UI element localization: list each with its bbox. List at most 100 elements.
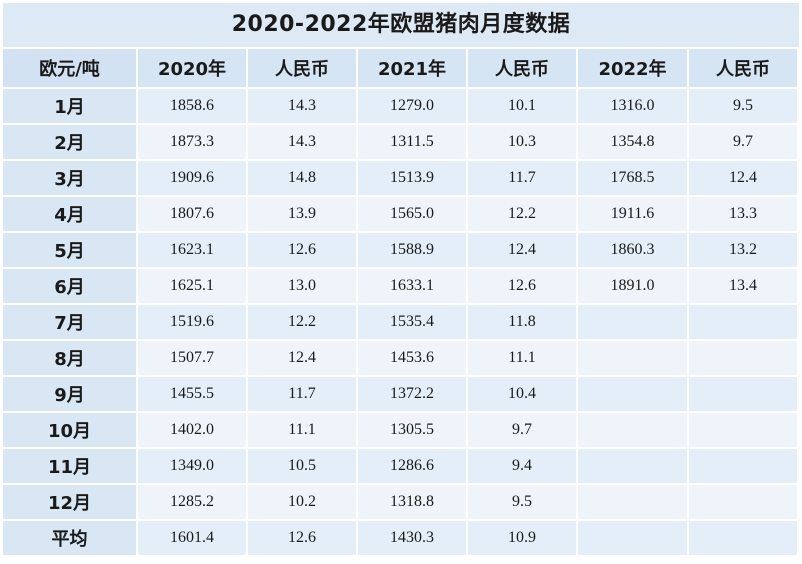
table-title: 2020-2022年欧盟猪肉月度数据 xyxy=(3,3,799,49)
value-2020: 1807.6 xyxy=(138,197,248,233)
value-2021: 1453.6 xyxy=(358,341,468,377)
rmb-2020: 13.9 xyxy=(248,197,358,233)
header-rmb-2022: 人民币 xyxy=(689,49,799,89)
value-2022 xyxy=(578,485,689,521)
rmb-2022 xyxy=(689,521,799,557)
table-row: 1月 1858.6 14.3 1279.0 10.1 1316.0 9.5 xyxy=(3,89,799,125)
rmb-2020: 10.5 xyxy=(248,449,358,485)
rmb-2022 xyxy=(689,305,799,341)
rmb-2022: 9.7 xyxy=(689,125,799,161)
rmb-2021: 9.4 xyxy=(468,449,578,485)
row-label: 6月 xyxy=(3,269,138,305)
table-row: 8月 1507.7 12.4 1453.6 11.1 xyxy=(3,341,799,377)
value-2020: 1402.0 xyxy=(138,413,248,449)
rmb-2022 xyxy=(689,485,799,521)
row-label: 2月 xyxy=(3,125,138,161)
table-row: 2月 1873.3 14.3 1311.5 10.3 1354.8 9.7 xyxy=(3,125,799,161)
value-2021: 1513.9 xyxy=(358,161,468,197)
row-label: 1月 xyxy=(3,89,138,125)
value-2020: 1909.6 xyxy=(138,161,248,197)
table-row: 6月 1625.1 13.0 1633.1 12.6 1891.0 13.4 xyxy=(3,269,799,305)
value-2020: 1625.1 xyxy=(138,269,248,305)
table-row: 12月 1285.2 10.2 1318.8 9.5 xyxy=(3,485,799,521)
value-2022 xyxy=(578,449,689,485)
rmb-2021: 9.7 xyxy=(468,413,578,449)
table-row: 9月 1455.5 11.7 1372.2 10.4 xyxy=(3,377,799,413)
monthly-data-table: 欧元/吨 2020年 人民币 2021年 人民币 2022年 人民币 1月 185… xyxy=(3,49,799,557)
row-label: 平均 xyxy=(3,521,138,557)
table-row: 10月 1402.0 11.1 1305.5 9.7 xyxy=(3,413,799,449)
rmb-2021: 9.5 xyxy=(468,485,578,521)
row-label: 5月 xyxy=(3,233,138,269)
rmb-2021: 12.4 xyxy=(468,233,578,269)
header-2021: 2021年 xyxy=(358,49,468,89)
value-2021: 1311.5 xyxy=(358,125,468,161)
value-2021: 1318.8 xyxy=(358,485,468,521)
value-2020: 1507.7 xyxy=(138,341,248,377)
header-row: 欧元/吨 2020年 人民币 2021年 人民币 2022年 人民币 xyxy=(3,49,799,89)
value-2021: 1535.4 xyxy=(358,305,468,341)
row-label: 7月 xyxy=(3,305,138,341)
header-2022: 2022年 xyxy=(578,49,689,89)
value-2020: 1873.3 xyxy=(138,125,248,161)
rmb-2022 xyxy=(689,377,799,413)
value-2020: 1858.6 xyxy=(138,89,248,125)
rmb-2020: 12.6 xyxy=(248,233,358,269)
table-row: 5月 1623.1 12.6 1588.9 12.4 1860.3 13.2 xyxy=(3,233,799,269)
value-2022 xyxy=(578,521,689,557)
value-2021: 1286.6 xyxy=(358,449,468,485)
rmb-2022 xyxy=(689,413,799,449)
rmb-2021: 10.9 xyxy=(468,521,578,557)
value-2022: 1354.8 xyxy=(578,125,689,161)
value-2022: 1768.5 xyxy=(578,161,689,197)
value-2022 xyxy=(578,341,689,377)
value-2020: 1601.4 xyxy=(138,521,248,557)
row-label: 8月 xyxy=(3,341,138,377)
rmb-2021: 11.1 xyxy=(468,341,578,377)
row-label: 3月 xyxy=(3,161,138,197)
value-2021: 1305.5 xyxy=(358,413,468,449)
rmb-2020: 13.0 xyxy=(248,269,358,305)
value-2020: 1623.1 xyxy=(138,233,248,269)
rmb-2021: 11.7 xyxy=(468,161,578,197)
value-2021: 1588.9 xyxy=(358,233,468,269)
rmb-2022: 12.4 xyxy=(689,161,799,197)
rmb-2020: 14.8 xyxy=(248,161,358,197)
header-rmb-2020: 人民币 xyxy=(248,49,358,89)
value-2022 xyxy=(578,305,689,341)
value-2020: 1519.6 xyxy=(138,305,248,341)
table-row: 11月 1349.0 10.5 1286.6 9.4 xyxy=(3,449,799,485)
table-body: 1月 1858.6 14.3 1279.0 10.1 1316.0 9.5 2月 1873.3 1… xyxy=(3,89,799,557)
rmb-2021: 10.4 xyxy=(468,377,578,413)
rmb-2020: 14.3 xyxy=(248,125,358,161)
value-2021: 1633.1 xyxy=(358,269,468,305)
table-row: 3月 1909.6 14.8 1513.9 11.7 1768.5 12.4 xyxy=(3,161,799,197)
table-row: 4月 1807.6 13.9 1565.0 12.2 1911.6 13.3 xyxy=(3,197,799,233)
rmb-2022: 9.5 xyxy=(689,89,799,125)
value-2022 xyxy=(578,413,689,449)
row-label: 4月 xyxy=(3,197,138,233)
rmb-2022: 13.4 xyxy=(689,269,799,305)
value-2022: 1911.6 xyxy=(578,197,689,233)
row-label: 11月 xyxy=(3,449,138,485)
table-row: 7月 1519.6 12.2 1535.4 11.8 xyxy=(3,305,799,341)
rmb-2020: 12.6 xyxy=(248,521,358,557)
value-2020: 1285.2 xyxy=(138,485,248,521)
value-2021: 1372.2 xyxy=(358,377,468,413)
row-label: 9月 xyxy=(3,377,138,413)
rmb-2020: 14.3 xyxy=(248,89,358,125)
rmb-2022: 13.3 xyxy=(689,197,799,233)
rmb-2021: 10.3 xyxy=(468,125,578,161)
rmb-2022 xyxy=(689,341,799,377)
value-2021: 1430.3 xyxy=(358,521,468,557)
value-2022: 1891.0 xyxy=(578,269,689,305)
value-2022 xyxy=(578,377,689,413)
rmb-2020: 12.2 xyxy=(248,305,358,341)
row-label: 12月 xyxy=(3,485,138,521)
header-rmb-2021: 人民币 xyxy=(468,49,578,89)
value-2020: 1349.0 xyxy=(138,449,248,485)
row-label: 10月 xyxy=(3,413,138,449)
rmb-2021: 12.6 xyxy=(468,269,578,305)
value-2021: 1565.0 xyxy=(358,197,468,233)
rmb-2022 xyxy=(689,449,799,485)
